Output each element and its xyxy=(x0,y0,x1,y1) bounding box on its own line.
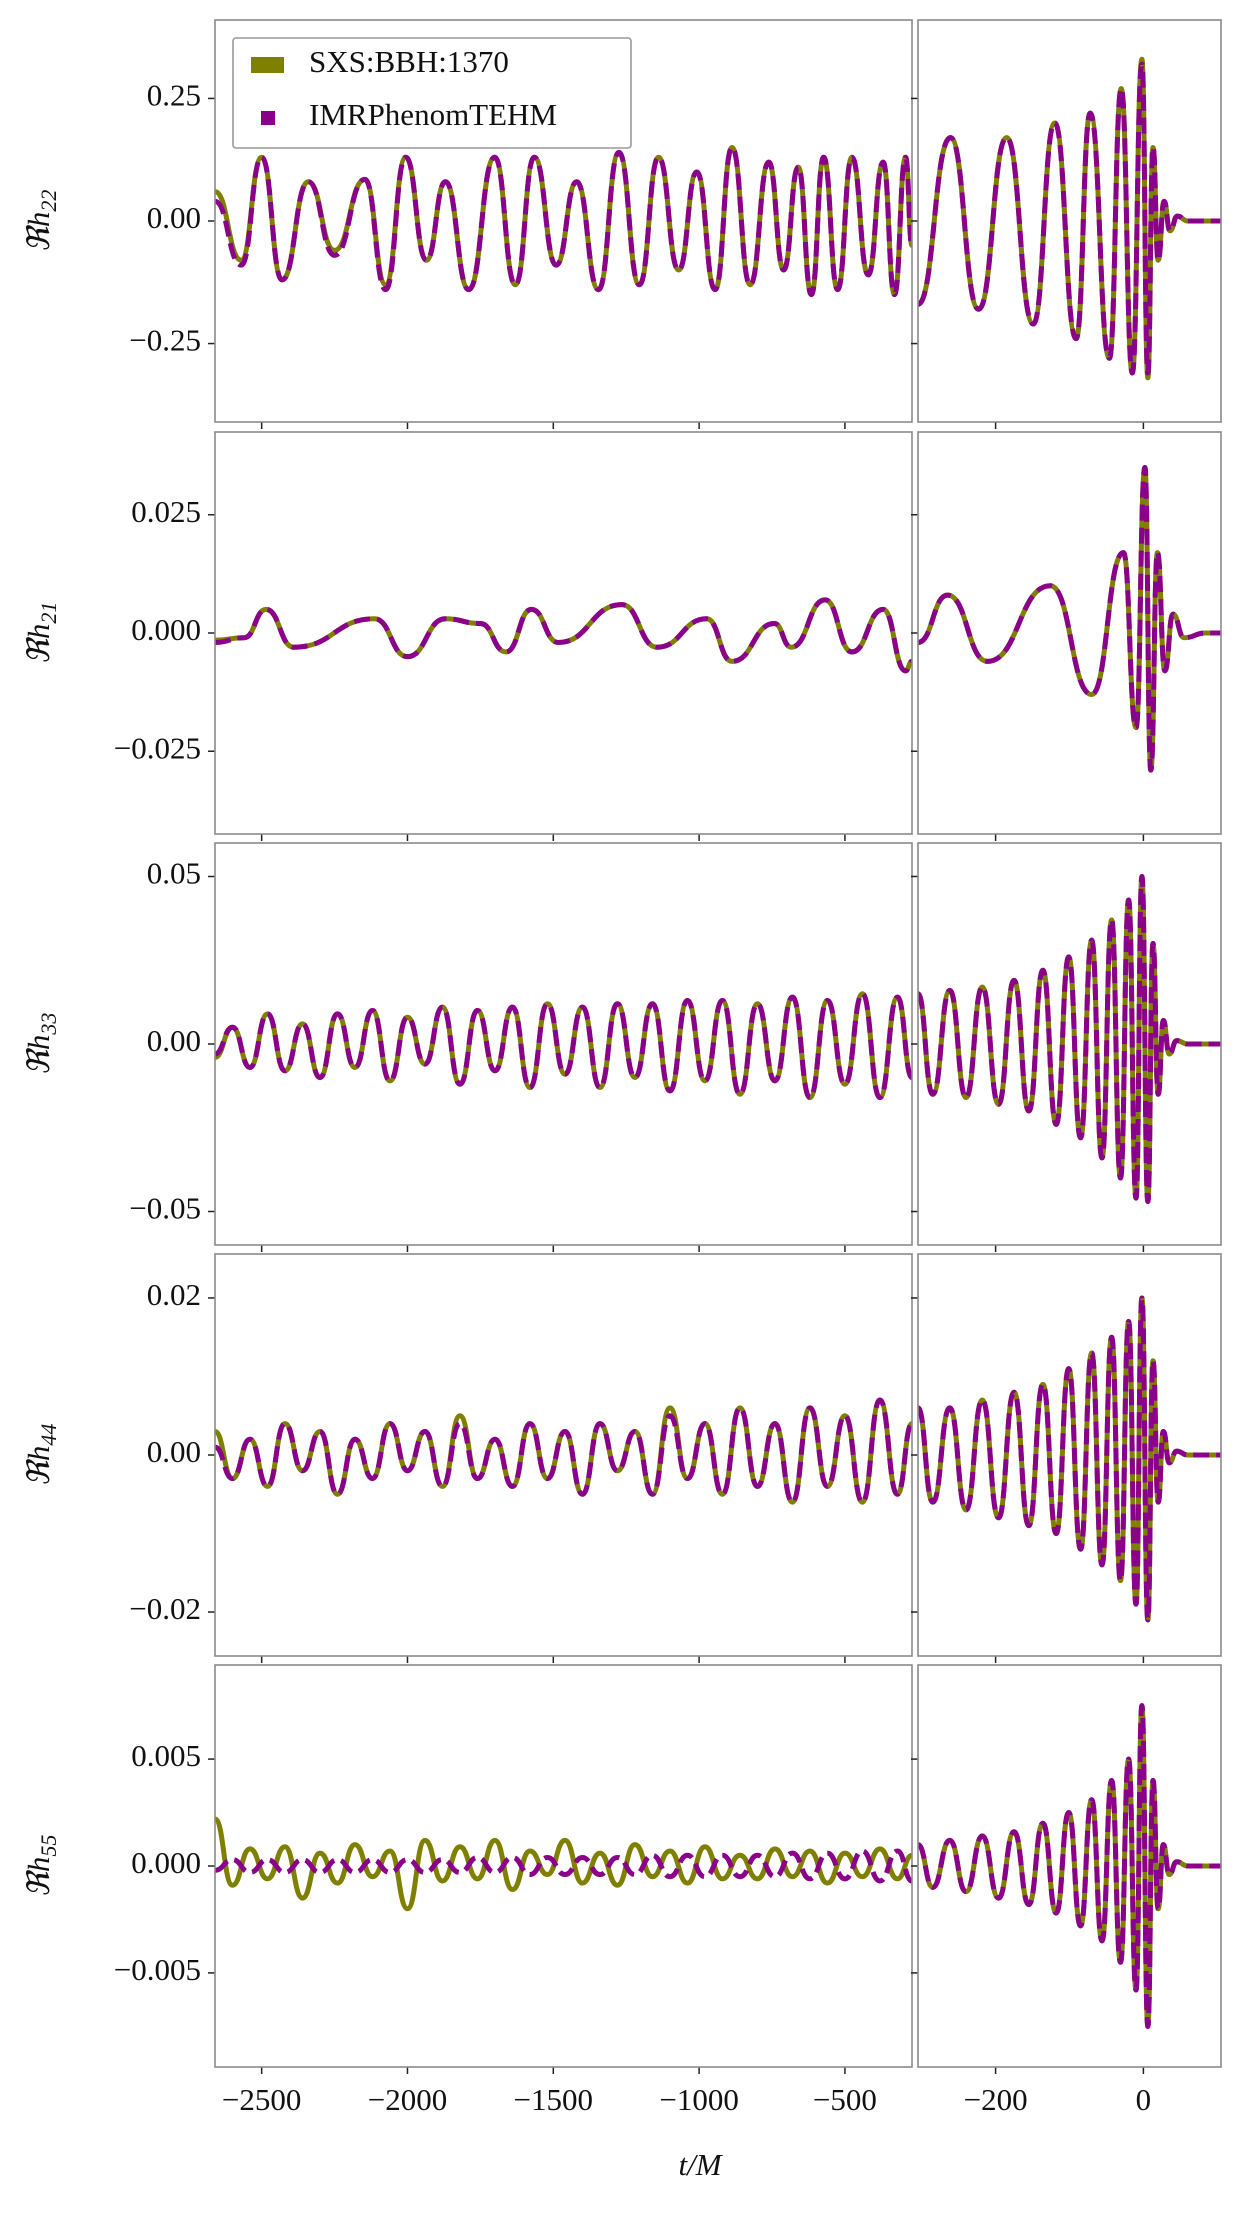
y-tick-label: 0.00 xyxy=(147,1023,201,1058)
y-tick-label: 0.000 xyxy=(131,612,201,647)
plot-area xyxy=(918,1295,1221,1623)
series-line xyxy=(215,1816,912,1912)
y-axis-label: ℜh21 xyxy=(21,602,61,665)
plot-area xyxy=(215,597,912,674)
y-label-symbol: ℜh xyxy=(21,1446,56,1487)
series-line xyxy=(215,991,912,1101)
series-line xyxy=(215,991,912,1101)
y-label-subscript: 44 xyxy=(36,1424,61,1446)
y-axis-label: ℜh55 xyxy=(21,1835,61,1898)
y-label-subscript: 22 xyxy=(36,190,61,212)
series-line xyxy=(918,61,1221,376)
legend-box xyxy=(232,37,632,149)
x-tick-label: −500 xyxy=(813,2082,877,2117)
y-label-symbol: ℜh xyxy=(21,1035,56,1076)
panel-frame xyxy=(214,1253,913,1657)
y-tick-label: −0.25 xyxy=(129,323,201,358)
plot-area xyxy=(918,464,1221,773)
series-line xyxy=(215,144,912,298)
y-tick-label: 0.25 xyxy=(147,78,201,113)
plot-area xyxy=(215,1397,912,1505)
y-tick-label: 0.00 xyxy=(147,1434,201,1469)
series-line xyxy=(215,144,912,298)
plot-area xyxy=(215,144,912,298)
series-line xyxy=(918,464,1221,773)
y-tick-label: 0.000 xyxy=(131,1845,201,1880)
y-tick-label: −0.025 xyxy=(114,730,201,765)
x-tick-label: 0 xyxy=(1136,2082,1152,2117)
y-tick-label: −0.02 xyxy=(129,1591,201,1626)
series-line xyxy=(215,1848,912,1884)
panel-frame xyxy=(214,842,913,1246)
legend-swatch xyxy=(251,57,284,73)
x-tick-label: −200 xyxy=(964,2082,1028,2117)
panel-frame xyxy=(917,842,1222,1246)
panel-frame xyxy=(917,19,1222,423)
series-line xyxy=(215,597,912,674)
series-line xyxy=(918,874,1221,1204)
series-line xyxy=(918,1703,1221,2029)
y-tick-label: 0.00 xyxy=(147,200,201,235)
series-line xyxy=(215,1397,912,1505)
x-tick-label: −1500 xyxy=(514,2082,593,2117)
y-tick-label: 0.025 xyxy=(131,494,201,529)
plot-area xyxy=(918,874,1221,1204)
y-label-symbol: ℜh xyxy=(21,1857,56,1898)
x-axis-label: t/M xyxy=(678,2147,723,2182)
x-tick-label: −2000 xyxy=(368,2082,447,2117)
y-label-subscript: 21 xyxy=(36,602,61,624)
plot-area xyxy=(215,991,912,1101)
panel-frame xyxy=(917,431,1222,835)
y-axis-label: ℜh44 xyxy=(21,1424,61,1487)
legend-swatch xyxy=(261,111,275,125)
y-axis-label: ℜh33 xyxy=(21,1013,61,1076)
y-axis-label: ℜh22 xyxy=(21,190,61,253)
y-tick-label: −0.05 xyxy=(129,1191,201,1226)
legend-label: IMRPhenomTEHM xyxy=(309,97,557,132)
panel-frame xyxy=(917,1253,1222,1657)
y-tick-label: 0.02 xyxy=(147,1277,201,1312)
x-tick-label: −1000 xyxy=(659,2082,738,2117)
y-label-subscript: 55 xyxy=(36,1835,61,1857)
legend-label: SXS:BBH:1370 xyxy=(309,44,509,79)
y-label-symbol: ℜh xyxy=(21,212,56,253)
series-line xyxy=(918,1295,1221,1623)
plot-area xyxy=(918,1703,1221,2029)
y-label-symbol: ℜh xyxy=(21,624,56,665)
panel-frame xyxy=(917,1664,1222,2068)
series-line xyxy=(918,1295,1221,1623)
x-tick-label: −2500 xyxy=(222,2082,301,2117)
plot-area xyxy=(215,1816,912,1912)
series-line xyxy=(918,464,1221,773)
y-tick-label: 0.005 xyxy=(131,1738,201,1773)
panel-frame xyxy=(214,1664,913,2068)
y-label-subscript: 33 xyxy=(36,1013,61,1036)
y-tick-label: −0.005 xyxy=(114,1952,201,1987)
plot-area xyxy=(918,56,1221,381)
y-tick-label: 0.05 xyxy=(147,856,201,891)
panel-frame xyxy=(214,431,913,835)
series-line xyxy=(215,597,912,674)
